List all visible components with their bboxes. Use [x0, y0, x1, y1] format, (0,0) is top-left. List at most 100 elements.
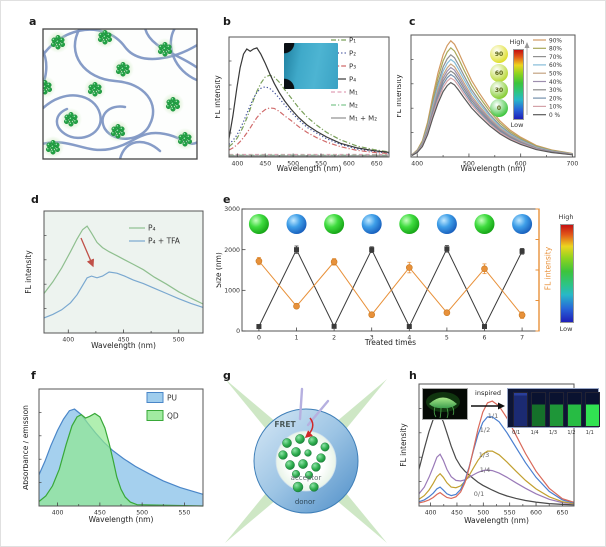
panel-d-label: d [31, 193, 39, 206]
panel-b-label: b [223, 15, 231, 28]
fret-label: FRET [274, 420, 296, 429]
svg-text:2: 2 [332, 335, 336, 342]
x-axis-label: Wavelength (nm) [461, 164, 526, 173]
svg-text:500: 500 [173, 337, 185, 344]
series-1/4 [418, 453, 575, 505]
acceptor-dot [304, 470, 313, 479]
acceptor-dot [308, 436, 318, 446]
svg-text:500: 500 [136, 510, 148, 517]
inspired-label: inspired [475, 389, 501, 397]
acceptor-dot [320, 442, 330, 452]
curve-label-1/4: 1/4 [480, 466, 490, 474]
y-axis-label: FL intensity [397, 74, 403, 118]
axes: 400 450 500 550 600 650 Wavelength (nm) FL inte… [215, 36, 390, 173]
svg-text:550: 550 [504, 510, 516, 517]
svg-text:400: 400 [411, 161, 423, 168]
suspension-dot-green [399, 214, 420, 234]
svg-text:M₁ + M₂: M₁ + M₂ [349, 114, 377, 122]
svg-text:450: 450 [259, 161, 271, 168]
legend: PU QD [146, 392, 179, 421]
svg-text:600: 600 [515, 161, 527, 168]
suspension-dot-green [324, 214, 345, 234]
panel-e: e 0 1 2 3 4 5 6 7 0 1000 2000 3000 Treated times Size… [216, 186, 605, 358]
axes: 400 450 500 Wavelength (nm) FL intensity [24, 210, 204, 350]
x-axis-label: Wavelength (nm) [89, 515, 154, 524]
svg-text:4: 4 [407, 335, 411, 342]
panel-c: c 400 500 600 700 Wavelength (nm) FL intensit… [397, 9, 605, 185]
suspension-dot-blue [286, 214, 307, 234]
panel-e-right-axis-label: FL intensity [543, 246, 553, 291]
svg-text:450: 450 [451, 510, 463, 517]
series-QD [38, 412, 204, 507]
colorbar-high-label: High [509, 38, 525, 46]
y-axis-label: FL intensity [24, 250, 33, 294]
svg-text:7: 7 [520, 335, 524, 342]
panel-b: b 400 450 500 550 600 650 Wavelength (nm) FL in… [215, 9, 407, 185]
suspension-dot-blue [361, 214, 382, 234]
svg-text:PU: PU [167, 393, 177, 402]
cuvette-label-3: 1/2 [567, 430, 576, 436]
acceptor-label: acceptor [290, 474, 322, 482]
panel-c-label: c [409, 15, 416, 28]
suspension-dot-blue [436, 214, 457, 234]
legend: 90% 80% 70% 60% 50% 40% 30% 20% 10% 0 % [533, 38, 562, 119]
cuvette-1-2 [567, 392, 582, 427]
svg-text:3000: 3000 [224, 206, 240, 213]
acceptor-dot [304, 449, 312, 457]
svg-text:70%: 70% [549, 55, 562, 61]
panel-e-plot: 0 1 2 3 4 5 6 7 0 1000 2000 3000 Treated times Size (… [216, 206, 540, 347]
cuvette-1-1 [585, 392, 600, 427]
cuvette-labels: 0/1 1/4 1/3 1/2 1/1 [507, 430, 599, 436]
panel-f-label: f [31, 369, 36, 382]
panel-e-low-label: Low [559, 325, 573, 333]
acceptor-dot [298, 459, 308, 469]
jellyfish-drawing [426, 392, 460, 419]
series-FL intensity [258, 260, 523, 316]
svg-text:20%: 20% [549, 96, 562, 102]
svg-text:M₂: M₂ [349, 101, 358, 109]
svg-text:450: 450 [94, 510, 106, 517]
excitation-needle [298, 387, 304, 421]
svg-text:500: 500 [463, 161, 475, 168]
svg-text:2000: 2000 [224, 247, 240, 254]
svg-text:50%: 50% [549, 72, 562, 78]
svg-text:600: 600 [530, 510, 542, 517]
series-group [38, 408, 204, 507]
svg-text:0 %: 0 % [549, 113, 561, 119]
svg-text:P₄: P₄ [349, 75, 356, 83]
svg-text:3: 3 [370, 335, 374, 342]
panel-a-label: a [29, 15, 37, 28]
svg-text:400: 400 [62, 337, 74, 344]
svg-text:60%: 60% [549, 63, 562, 69]
panel-h: h 400 450 500 550 600 650 Wavelength (nm) FL in… [399, 361, 605, 546]
svg-text:P₃: P₃ [349, 62, 356, 70]
circle-30-label: 30 [494, 86, 504, 94]
svg-text:700: 700 [567, 161, 579, 168]
panel-f-plot: 400 450 500 550 Wavelength (nm) Absorbance / … [23, 388, 204, 524]
series-P₁ [228, 74, 390, 153]
svg-text:P₁: P₁ [349, 36, 356, 44]
series-P₃ [228, 107, 390, 155]
donor-label: donor [294, 498, 316, 506]
acceptor-dot [311, 462, 321, 472]
y-axis-label: Absorbance / emission [23, 405, 30, 490]
x-axis-label: Wavelength (nm) [464, 516, 529, 525]
panel-g: g FRET acceptor donor [215, 361, 401, 546]
svg-text:650: 650 [556, 510, 568, 517]
series-P₄ [43, 225, 204, 305]
acceptor-dot [285, 460, 295, 470]
panel-a: a [23, 9, 215, 181]
svg-text:550: 550 [315, 161, 327, 168]
svg-text:400: 400 [52, 510, 64, 517]
acceptor-dot [316, 453, 326, 463]
panel-b-film-photo [284, 43, 338, 89]
series-1/3 [418, 450, 575, 505]
jellyfish-photo [422, 388, 468, 420]
panel-d: d 400 450 500 Wavelength (nm) FL intensity P₄… [23, 186, 215, 358]
svg-text:M₁: M₁ [349, 88, 358, 96]
svg-text:P₂: P₂ [349, 49, 356, 57]
x-axis-label: Wavelength (nm) [277, 164, 342, 173]
svg-text:400: 400 [425, 510, 437, 517]
